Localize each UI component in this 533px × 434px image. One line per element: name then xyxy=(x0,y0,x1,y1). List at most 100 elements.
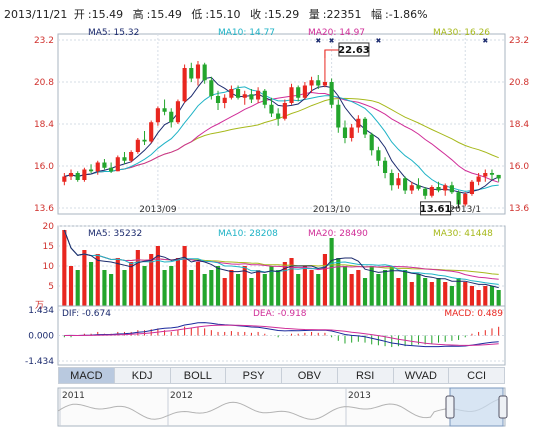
candle-body xyxy=(316,80,321,86)
volume-bar xyxy=(175,258,181,306)
price-y-tick-right: 20.8 xyxy=(509,78,529,88)
volume-bar xyxy=(409,282,414,306)
candle-body xyxy=(276,113,281,119)
candle-body xyxy=(142,139,147,142)
volume-bar xyxy=(115,258,120,306)
price-y-tick-left: 20.8 xyxy=(34,78,54,88)
macd-y-tick: 0.000 xyxy=(28,332,54,342)
volume-bar xyxy=(229,270,234,306)
tab-cci[interactable]: CCI xyxy=(449,367,505,384)
low-price: 低:15.10 xyxy=(191,8,241,21)
price-legend-0: MA5: 15.32 xyxy=(88,28,139,38)
candle-body xyxy=(95,162,100,172)
volume-bar xyxy=(329,238,334,306)
volume-bar xyxy=(456,278,461,306)
candle-body xyxy=(362,118,368,135)
volume-ma5-line xyxy=(63,229,499,289)
candle-body xyxy=(409,185,414,191)
navigator-left-handle[interactable] xyxy=(445,395,455,419)
ma5-line xyxy=(64,76,499,194)
high-price: 高:15.49 xyxy=(132,8,182,21)
candle-body xyxy=(483,173,488,177)
tab-boll[interactable]: BOLL xyxy=(170,367,227,384)
candle-body xyxy=(102,162,107,168)
tab-wvad[interactable]: WVAD xyxy=(393,367,450,384)
tab-kdj[interactable]: KDJ xyxy=(114,367,171,384)
change-value: 幅:-1.86% xyxy=(371,8,428,21)
candle-body xyxy=(342,127,348,138)
candle-body xyxy=(403,178,408,191)
volume-bar xyxy=(75,270,80,306)
volume-bar xyxy=(489,286,495,306)
dif-line xyxy=(64,322,499,348)
volume-bar xyxy=(376,274,381,306)
candle-body xyxy=(162,108,167,112)
price-y-tick-right: 13.6 xyxy=(509,204,529,214)
volume-bar xyxy=(469,286,475,306)
candle-body xyxy=(423,188,428,196)
volume-bar xyxy=(149,254,154,306)
low-annotation-box xyxy=(420,201,452,216)
volume-bar xyxy=(463,282,468,306)
volume-ma20-line xyxy=(63,229,499,280)
volume-legend-2: MA20: 28490 xyxy=(308,229,368,239)
volume-bar xyxy=(309,270,314,306)
volume-bar xyxy=(195,262,201,306)
volume-y-tick: 15 xyxy=(43,242,54,252)
event-marker-icon: ✖ xyxy=(375,37,381,45)
tab-rsi[interactable]: RSI xyxy=(337,367,394,384)
candle-body xyxy=(296,87,301,98)
candle-body xyxy=(456,192,461,205)
volume-bar xyxy=(483,286,488,306)
tab-psy[interactable]: PSY xyxy=(226,367,282,384)
price-y-tick-left: 13.6 xyxy=(34,204,54,214)
candle-body xyxy=(356,118,361,128)
volume-bar xyxy=(235,274,241,306)
volume-bar xyxy=(449,286,454,306)
volume-bar xyxy=(369,266,374,306)
volume-bar xyxy=(389,266,394,306)
volume-bar xyxy=(262,274,267,306)
candle-body xyxy=(476,176,481,182)
candle-body xyxy=(289,87,294,103)
volume-bar xyxy=(476,290,481,306)
candle-body xyxy=(82,169,87,180)
candle-body xyxy=(463,194,468,205)
event-marker-icon: ✖ xyxy=(482,37,488,45)
volume-bar xyxy=(356,270,361,306)
volume-bar xyxy=(349,274,354,306)
volume-bar xyxy=(102,270,107,306)
macd-y-tick: 1.434 xyxy=(28,306,54,316)
volume-legend-3: MA30: 41448 xyxy=(433,229,493,239)
navigator-right-handle[interactable] xyxy=(498,395,508,419)
volume-bar xyxy=(403,270,408,306)
volume-legend-0: MA5: 35232 xyxy=(88,229,142,239)
volume-bar xyxy=(342,266,348,306)
candle-body xyxy=(282,103,287,119)
candle-body xyxy=(88,169,94,172)
volume-bar xyxy=(202,274,207,306)
volume-bar xyxy=(362,278,368,306)
candle-body xyxy=(189,68,194,79)
price-y-tick-left: 18.4 xyxy=(34,120,54,130)
volume-bar xyxy=(416,274,421,306)
volume-ma10-line xyxy=(63,229,499,285)
navigator-year-label: 2012 xyxy=(170,391,193,401)
candle-body xyxy=(202,64,207,81)
volume-bar xyxy=(82,250,87,306)
price-legend-1: MA10: 14.77 xyxy=(218,28,275,38)
candle-body xyxy=(396,178,401,186)
candle-body xyxy=(382,160,388,173)
candle-body xyxy=(242,94,247,98)
price-y-tick-right: 16.0 xyxy=(509,162,529,172)
volume-legend-1: MA10: 28208 xyxy=(218,229,278,239)
tab-obv[interactable]: OBV xyxy=(282,367,338,384)
dif-legend: DIF: -0.674 xyxy=(62,309,111,319)
candle-body xyxy=(376,150,381,161)
candle-body xyxy=(389,173,394,186)
navigator-year-label: 2011 xyxy=(62,391,85,401)
tab-macd[interactable]: MACD xyxy=(58,367,115,384)
candle-body xyxy=(175,101,181,123)
volume-bar xyxy=(289,258,294,306)
